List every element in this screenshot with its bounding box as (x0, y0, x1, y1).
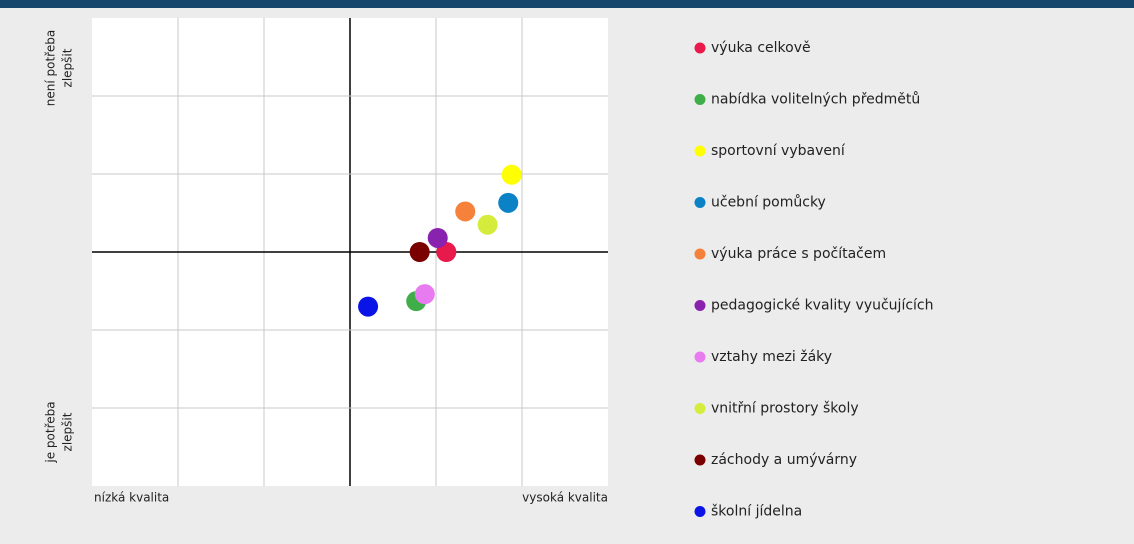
y-axis-label: zlepšit (61, 48, 75, 87)
point (501, 164, 522, 185)
y-axis-label: není potřeba (44, 30, 58, 106)
legend-label: školní jídelna (711, 504, 802, 520)
legend-marker (694, 300, 706, 311)
legend-label: nabídka volitelných předmětů (711, 92, 920, 108)
legend-label: vztahy mezi žáky (711, 349, 832, 365)
legend-label: učební pomůcky (711, 195, 826, 211)
legend-marker (694, 403, 706, 414)
y-axis-label: je potřeba (44, 401, 58, 463)
y-axis-label: zlepšit (61, 412, 75, 451)
legend-label: vnitřní prostory školy (711, 401, 859, 417)
legend-marker (694, 197, 706, 208)
legend-marker (694, 506, 706, 517)
point (498, 192, 519, 213)
top-bar (0, 0, 1134, 8)
x-label-left: nízká kvalita (94, 491, 169, 505)
legend-label: sportovní vybavení (711, 143, 846, 159)
legend-marker (694, 42, 706, 54)
legend-marker (694, 351, 706, 363)
point (414, 284, 435, 305)
legend-marker (694, 454, 706, 466)
legend-marker (694, 248, 706, 260)
point (358, 296, 379, 317)
legend-marker (694, 145, 706, 157)
point (455, 201, 476, 222)
legend-label: výuka práce s počítačem (711, 246, 886, 262)
legend-label: výuka celkově (711, 40, 811, 56)
x-label-right: vysoká kvalita (522, 491, 608, 505)
legend-label: pedagogické kvality vyučujících (711, 298, 934, 314)
point (427, 227, 448, 248)
legend-marker (694, 94, 706, 105)
legend-label: záchody a umývárny (711, 452, 857, 468)
point (409, 242, 430, 262)
point (477, 214, 498, 235)
